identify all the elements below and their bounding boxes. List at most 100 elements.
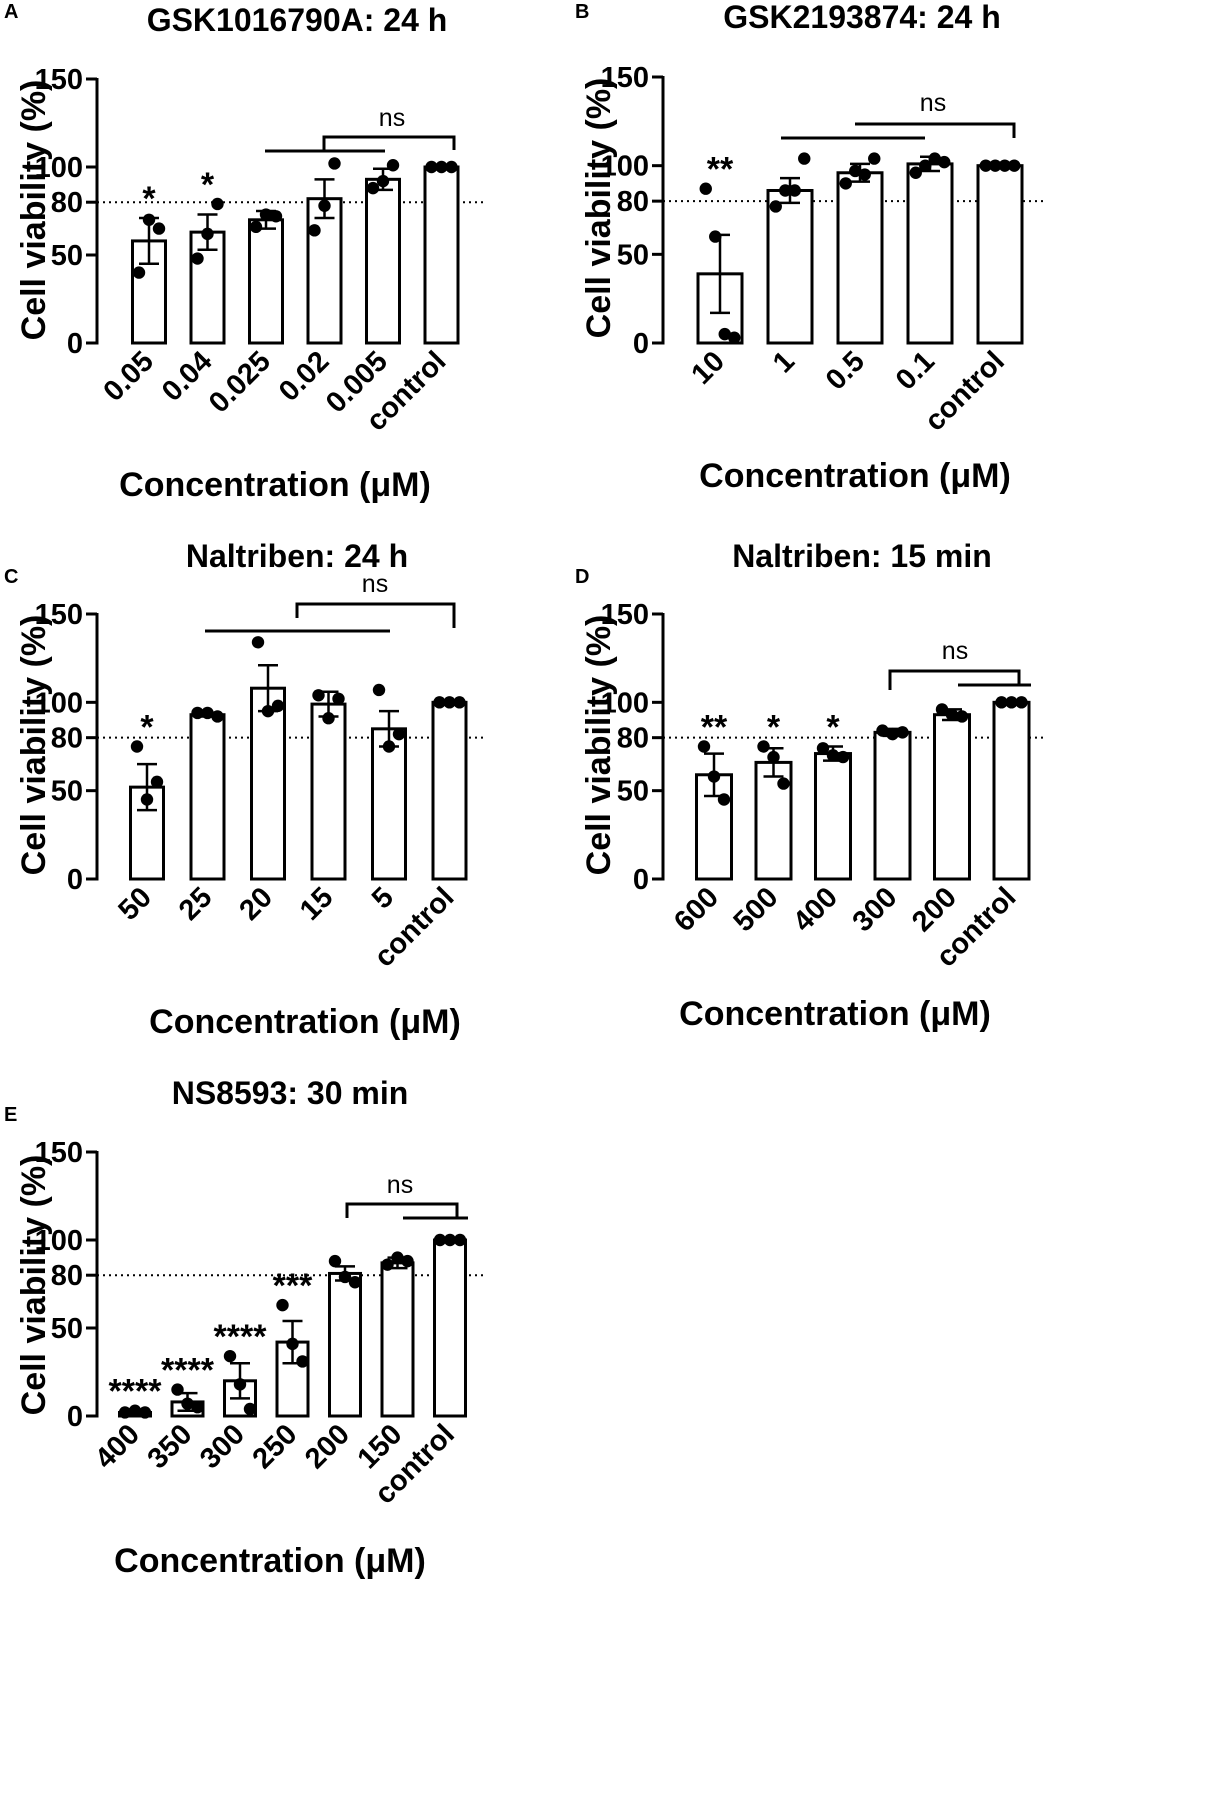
bar-control — [433, 1238, 467, 1418]
x-tick-label: 600 — [668, 881, 725, 938]
data-point — [392, 727, 406, 741]
data-point — [868, 152, 881, 165]
significance-marker: ** — [701, 709, 728, 747]
data-point — [191, 1401, 204, 1414]
bar-control — [423, 165, 460, 345]
data-point — [998, 159, 1011, 172]
y-axis-label: Cell viability (%) — [15, 1155, 53, 1416]
x-tick-label: 0.1 — [890, 345, 941, 396]
data-point — [391, 1251, 404, 1264]
y-tick-label: 80 — [51, 1260, 83, 1292]
x-axis-label: Concentration (μM) — [119, 466, 431, 504]
x-tick-label: 300 — [194, 1418, 251, 1475]
data-point — [332, 692, 345, 705]
x-axis-label: Concentration (μM) — [699, 457, 1011, 495]
ns-label: ns — [379, 104, 405, 132]
data-point — [717, 793, 731, 806]
bar-200 — [328, 1271, 362, 1418]
x-tick-label: 200 — [299, 1418, 356, 1475]
bar-150 — [380, 1261, 415, 1418]
y-axis-label: Cell viability (%) — [15, 615, 53, 876]
bar-control — [976, 164, 1024, 345]
data-point — [338, 1270, 352, 1284]
data-point — [201, 706, 214, 720]
bar-0.005 — [365, 177, 401, 345]
y-tick-label: 80 — [617, 723, 649, 755]
bar-1 — [766, 188, 814, 345]
chart-title: Naltriben: 24 h — [186, 538, 408, 574]
bar-400 — [814, 752, 852, 881]
data-point — [181, 1397, 194, 1410]
significance-marker: **** — [109, 1373, 163, 1411]
x-axis-label: Concentration (μM) — [114, 1542, 426, 1580]
data-point — [788, 184, 801, 197]
data-point — [1005, 696, 1018, 709]
panel-label: E — [4, 1104, 17, 1126]
y-tick-label: 50 — [617, 776, 649, 808]
data-point — [697, 740, 711, 753]
y-tick-label: 150 — [35, 64, 83, 96]
x-tick-label: 20 — [234, 881, 279, 926]
data-point — [935, 703, 949, 716]
ns-label: ns — [942, 637, 968, 665]
data-point — [909, 166, 922, 179]
ns-label: ns — [387, 1171, 413, 1199]
data-point — [709, 230, 722, 243]
data-point — [443, 696, 456, 709]
data-point — [445, 160, 458, 174]
y-tick-label: 0 — [633, 864, 649, 896]
y-tick-label: 100 — [35, 152, 83, 184]
x-tick-label: control — [919, 345, 1011, 437]
bar-15 — [310, 702, 347, 881]
data-point — [376, 174, 390, 188]
bar-control — [431, 700, 468, 881]
y-tick-label: 100 — [35, 687, 83, 719]
y-tick-label: 80 — [51, 187, 83, 219]
data-point — [779, 184, 792, 197]
data-point — [816, 742, 830, 755]
data-point — [826, 749, 840, 762]
data-point — [876, 724, 889, 737]
x-tick-label: 5 — [366, 881, 400, 915]
data-point — [995, 696, 1008, 709]
x-tick-label: 300 — [847, 881, 904, 938]
data-point — [152, 222, 166, 235]
significance-marker: * — [201, 166, 215, 204]
data-point — [928, 152, 941, 165]
x-tick-label: 25 — [173, 881, 218, 926]
data-point — [1015, 696, 1028, 709]
y-tick-label: 50 — [617, 239, 649, 271]
y-tick-label: 150 — [601, 599, 649, 631]
x-tick-label: 0.05 — [97, 345, 160, 408]
data-point — [955, 710, 969, 723]
y-tick-label: 50 — [51, 240, 83, 272]
data-point — [836, 750, 850, 764]
x-tick-label: 350 — [142, 1418, 199, 1475]
y-tick-label: 150 — [35, 1137, 83, 1169]
x-tick-label: 50 — [113, 881, 158, 926]
panel-label: B — [575, 1, 589, 23]
data-point — [233, 1378, 247, 1391]
data-point — [259, 208, 273, 221]
x-axis-label: Concentration (μM) — [679, 995, 991, 1033]
y-tick-label: 100 — [35, 1225, 83, 1257]
chart-title: NS8593: 30 min — [172, 1075, 409, 1111]
data-point — [769, 200, 782, 213]
data-point — [211, 710, 224, 723]
data-point — [142, 213, 156, 226]
chart-title: GSK2193874: 24 h — [723, 0, 1001, 35]
data-point — [798, 152, 811, 165]
y-axis-label: Cell viability (%) — [580, 615, 618, 876]
x-axis-label: Concentration (μM) — [149, 1003, 461, 1041]
data-point — [372, 683, 386, 697]
data-point — [425, 160, 438, 174]
data-point — [381, 1258, 394, 1271]
bar-25 — [189, 713, 226, 881]
data-point — [312, 689, 325, 702]
bar-0.04 — [189, 230, 226, 345]
significance-marker: * — [142, 180, 156, 218]
data-point — [269, 210, 283, 223]
